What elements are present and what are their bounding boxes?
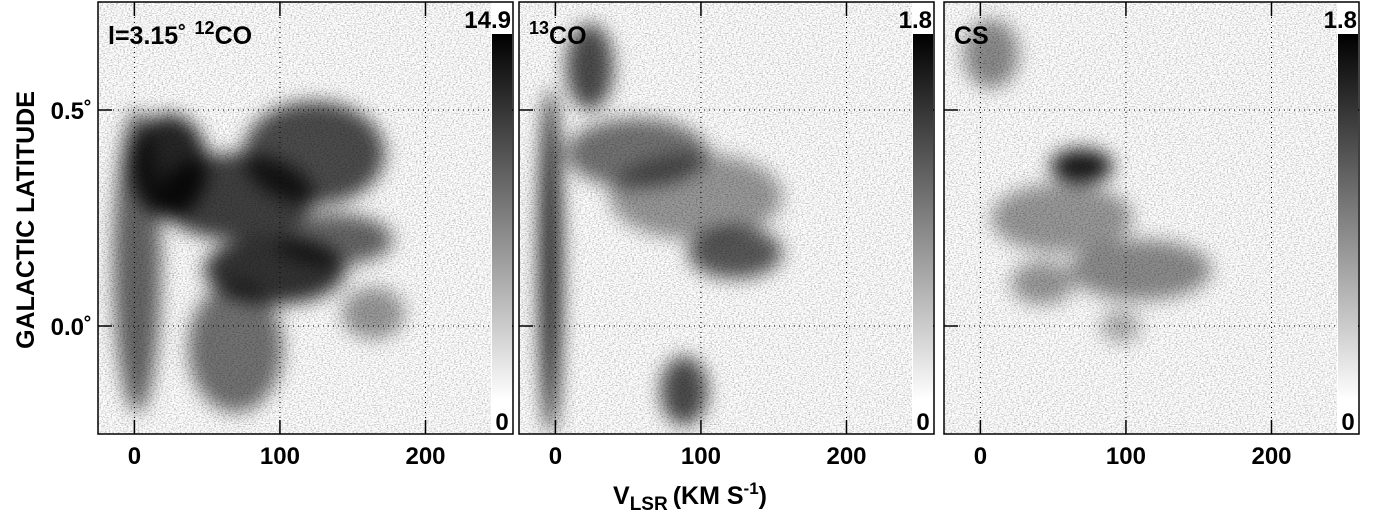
y-tick-label: 0.0˚ xyxy=(51,314,92,341)
heatmap-image xyxy=(519,2,912,434)
y-axis-label: GALACTIC LATITUDE xyxy=(12,91,40,349)
x-tick-label: 200 xyxy=(405,443,445,470)
x-label-unit: (KM S xyxy=(673,482,744,510)
colorbar-min-label: 0 xyxy=(495,409,508,436)
panel-frame xyxy=(518,1,935,435)
heatmap-image xyxy=(944,2,1337,434)
x-tick-label: 0 xyxy=(974,443,987,470)
noise xyxy=(944,2,1337,434)
panel: 0 100 200 0 1.8 CS xyxy=(943,1,1360,470)
panel-frame xyxy=(943,1,1360,435)
panel-label: CS xyxy=(954,22,989,50)
molecule-label: CO xyxy=(549,22,587,50)
y-tick-label: 0.5˚ xyxy=(51,98,92,125)
colorbar-min-label: 0 xyxy=(1341,409,1354,436)
x-tick-label: 100 xyxy=(260,443,300,470)
x-tick-label: 100 xyxy=(681,443,721,470)
noise xyxy=(98,2,491,434)
x-tick-label: 100 xyxy=(1106,443,1146,470)
x-axis-label: VLSR (KM S-1) xyxy=(613,479,767,512)
noise xyxy=(519,2,912,434)
colorbar xyxy=(1338,34,1358,400)
x-tick-label: 0 xyxy=(549,443,562,470)
colorbar-min-box xyxy=(492,400,512,432)
x-tick-label: 0 xyxy=(128,443,141,470)
panel: 0 100 200 0 1.8 13CO xyxy=(518,1,935,470)
colorbar-min-box xyxy=(913,400,933,432)
x-label-main: V xyxy=(613,482,630,510)
position-label: l=3.15˚ xyxy=(108,22,187,50)
colorbar-max-label: 1.8 xyxy=(899,7,932,34)
molecule-label: CS xyxy=(954,22,989,50)
panel: 0 100 200 0.0˚ 0.5˚ 0 14.9 l=3.15˚ 12CO xyxy=(51,1,514,470)
panel-frame xyxy=(97,1,514,435)
isotope-label: 12 xyxy=(195,18,215,38)
colorbar xyxy=(913,34,933,400)
colorbar xyxy=(492,34,512,400)
molecule-label: CO xyxy=(215,22,253,50)
panel-label: l=3.15˚ 12CO xyxy=(108,18,252,50)
x-tick-label: 200 xyxy=(1251,443,1291,470)
colorbar-min-label: 0 xyxy=(916,409,929,436)
colorbar-min-box xyxy=(1338,400,1358,432)
heatmap-image xyxy=(98,2,491,434)
colorbar-max-label: 1.8 xyxy=(1324,7,1357,34)
colorbar-max-label: 14.9 xyxy=(464,7,511,34)
x-label-sub: LSR xyxy=(630,494,668,512)
x-label-close: ) xyxy=(759,482,767,510)
panel-label: 13CO xyxy=(529,18,587,50)
x-label-sup: -1 xyxy=(744,479,759,498)
isotope-label: 13 xyxy=(529,18,549,38)
x-tick-label: 200 xyxy=(826,443,866,470)
